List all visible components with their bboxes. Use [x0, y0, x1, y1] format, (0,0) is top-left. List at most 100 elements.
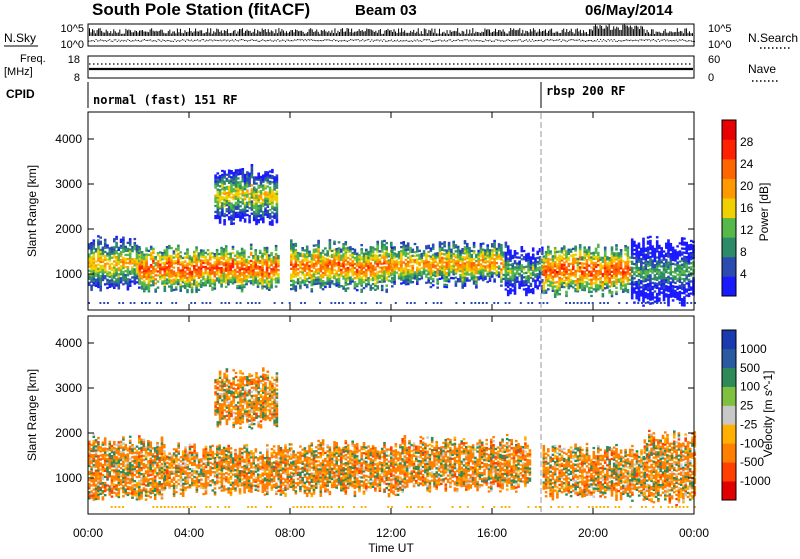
power-cell-2484: [379, 281, 382, 283]
power-cell-158: [106, 259, 109, 261]
power-cell-1572: [242, 174, 245, 176]
power-cell-380: [136, 255, 139, 257]
power-cell-3218: [489, 259, 492, 261]
noise-search-dot: [591, 40, 592, 41]
power-cell-2086: [320, 252, 323, 254]
power-cell-3996: [602, 289, 605, 291]
power-cell-2160: [331, 262, 334, 264]
power-cell-3753: [565, 269, 568, 271]
power-cell-1416: [226, 214, 229, 216]
power-cell-1869: [290, 264, 293, 266]
power-cell-1762: [264, 173, 267, 175]
noise-search-dot: [199, 40, 200, 41]
noise-search-dot: [339, 40, 340, 41]
noise-search-dot: [179, 41, 180, 42]
power-cell-1121: [248, 274, 251, 276]
power-cell-3937: [593, 270, 596, 272]
power-cell-3164: [480, 245, 483, 247]
power-cell-3984: [599, 279, 602, 281]
power-cell-373: [136, 269, 139, 271]
noise-search-dot: [586, 40, 587, 41]
power-cell-2332: [356, 259, 359, 261]
power-cell-2815: [430, 276, 433, 278]
power-cell-154: [106, 275, 109, 277]
power-cell-1793: [269, 195, 272, 197]
power-cell-3714: [561, 282, 564, 284]
power-cell-479: [148, 270, 151, 272]
power-cell-1408: [223, 189, 226, 191]
power-cell-2436: [372, 275, 375, 277]
power-cell-3626: [547, 248, 550, 250]
power-cell-3871: [583, 277, 586, 279]
power-cell-2090: [322, 280, 325, 282]
power-cell-466: [145, 253, 148, 255]
power-cell-132: [102, 247, 105, 249]
power-cell-1871: [290, 260, 293, 262]
power-cell-841: [204, 282, 207, 284]
power-cell-2031: [313, 255, 316, 257]
noise-search-dot: [529, 39, 530, 40]
power-cell-524: [154, 258, 157, 260]
power-cell-3255: [496, 272, 499, 274]
power-cell-1865: [290, 278, 293, 280]
power-cell-743: [189, 261, 192, 263]
power-cell-1480: [232, 208, 235, 210]
power-cell-1794: [269, 193, 272, 195]
power-cell-1501: [235, 202, 238, 204]
noise-search-dot: [318, 40, 319, 41]
power-cell-3636: [549, 267, 552, 269]
power-cell-1717: [260, 198, 263, 200]
power-cell-1436: [228, 206, 231, 208]
power-cell-2613: [396, 272, 399, 274]
power-cell-293: [124, 276, 127, 278]
power-cell-598: [168, 279, 171, 281]
power-cell-460: [145, 266, 148, 268]
power-cell-3970: [597, 272, 600, 274]
power-cell-835: [202, 260, 205, 262]
power-cell-1403: [223, 201, 226, 203]
power-cell-2541: [385, 262, 388, 264]
power-cell-3031: [461, 268, 464, 270]
power-cell-283: [122, 249, 125, 251]
power-cell-3851: [579, 244, 582, 246]
power-cell-2004: [311, 288, 314, 290]
power-cell-3093: [471, 276, 474, 278]
power-cell-3588: [543, 264, 546, 266]
power-cell-71: [95, 250, 98, 252]
power-cell-3156: [480, 265, 483, 267]
power-cell-204: [113, 266, 116, 268]
power-cell-1208: [261, 271, 264, 273]
power-cell-4005: [602, 261, 605, 263]
power-cell-716: [186, 289, 189, 291]
noise-search-dot: [391, 40, 392, 41]
power-cell-3717: [561, 274, 564, 276]
power-cell-440: [143, 274, 146, 276]
power-cell-344: [131, 266, 134, 268]
power-cell-1861: [276, 174, 279, 176]
noise-search-dot: [674, 40, 675, 41]
power-cell-2148: [329, 245, 332, 247]
power-cell-2200: [338, 276, 341, 278]
power-cell-2702: [409, 279, 412, 281]
power-cell-1934: [299, 285, 302, 287]
power-cell-1594: [244, 178, 247, 180]
power-cell-830: [202, 276, 205, 278]
power-cell-2611: [393, 248, 396, 250]
power-cell-1445: [228, 186, 231, 188]
power-cell-3321: [505, 276, 508, 278]
power-cell-4097: [615, 281, 618, 283]
power-cell-878: [209, 256, 212, 258]
power-cell-1260: [268, 266, 271, 268]
power-cell-1417: [226, 210, 229, 212]
noise-search-dot: [499, 40, 500, 41]
power-cell-3905: [588, 275, 591, 277]
noise-search-dot: [452, 41, 453, 42]
noise-search-dot: [512, 40, 513, 41]
power-cell-3633: [549, 273, 552, 275]
noise-search-dot: [462, 40, 463, 41]
noise-search-dot: [261, 40, 262, 41]
noise-search-dot: [468, 40, 469, 41]
power-cell-1999: [308, 261, 311, 263]
power-cell-3288: [500, 252, 503, 254]
noise-search-dot: [236, 40, 237, 41]
